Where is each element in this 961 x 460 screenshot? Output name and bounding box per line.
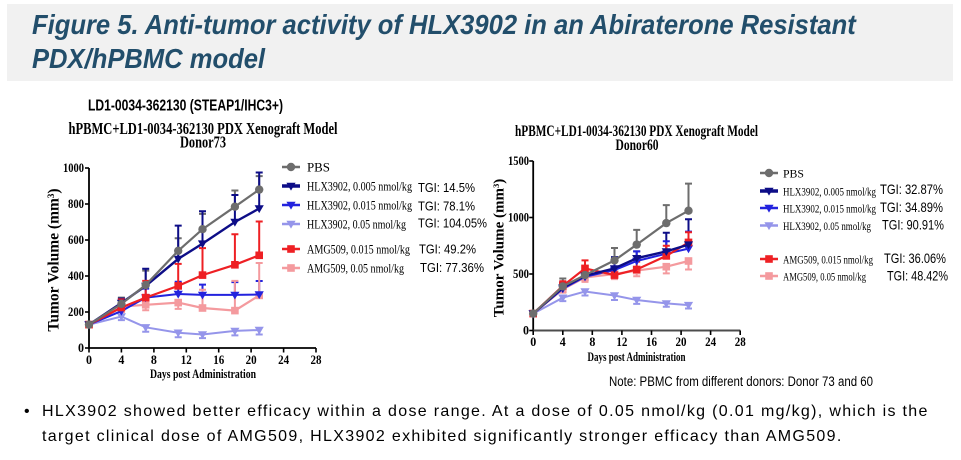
svg-text:16: 16	[646, 335, 657, 349]
svg-text:1000: 1000	[508, 211, 529, 225]
svg-text:0: 0	[523, 324, 529, 338]
svg-text:4: 4	[560, 335, 567, 349]
svg-text:4: 4	[118, 353, 125, 367]
svg-text:Days post Administration: Days post Administration	[150, 367, 256, 381]
svg-text:AMG509, 0.05 nmol/kg: AMG509, 0.05 nmol/kg	[307, 260, 404, 275]
svg-text:TGI: 77.36%: TGI: 77.36%	[420, 260, 484, 275]
svg-text:PBS: PBS	[307, 159, 330, 174]
svg-text:600: 600	[68, 233, 84, 247]
svg-text:1000: 1000	[63, 161, 84, 175]
svg-text:0: 0	[78, 341, 84, 355]
svg-text:TGI: 49.2%: TGI: 49.2%	[419, 242, 476, 257]
svg-text:12: 12	[181, 353, 192, 367]
svg-text:16: 16	[213, 353, 224, 367]
svg-text:20: 20	[246, 353, 257, 367]
svg-text:Days post Administration: Days post Administration	[588, 350, 686, 364]
svg-text:TGI: 48.42%: TGI: 48.42%	[887, 269, 948, 284]
svg-text:800: 800	[68, 197, 84, 211]
svg-text:TGI: 36.06%: TGI: 36.06%	[884, 251, 946, 266]
svg-text:Tumor Volume (mm3): Tumor Volume (mm3)	[491, 179, 508, 317]
svg-text:TGI: 32.87%: TGI: 32.87%	[880, 182, 943, 197]
svg-text:hPBMC+LD1-0034-362130 PDX Xeno: hPBMC+LD1-0034-362130 PDX Xenograft Mode…	[69, 119, 338, 138]
svg-text:0: 0	[530, 335, 536, 349]
svg-text:AMG509, 0.015 nmol/kg: AMG509, 0.015 nmol/kg	[307, 241, 410, 256]
svg-text:HLX3902, 0.05 nmol/kg: HLX3902, 0.05 nmol/kg	[783, 219, 871, 233]
svg-text:24: 24	[705, 335, 717, 349]
svg-text:28: 28	[310, 353, 321, 367]
svg-text:TGI: 90.91%: TGI: 90.91%	[882, 218, 944, 233]
svg-text:hPBMC+LD1-0034-362130 PDX Xeno: hPBMC+LD1-0034-362130 PDX Xenograft Mode…	[515, 123, 758, 140]
svg-text:HLX3902, 0.015 nmol/kg: HLX3902, 0.015 nmol/kg	[307, 197, 412, 212]
svg-text:Donor60: Donor60	[616, 137, 659, 154]
svg-text:12: 12	[616, 335, 627, 349]
svg-text:Note: PBMC from different dono: Note: PBMC from different donors: Donor …	[609, 374, 873, 389]
svg-text:HLX3902, 0.005 nmol/kg: HLX3902, 0.005 nmol/kg	[783, 184, 876, 198]
svg-text:HLX3902, 0.005 nmol/kg: HLX3902, 0.005 nmol/kg	[307, 178, 412, 193]
svg-text:TGI: 78.1%: TGI: 78.1%	[418, 199, 475, 214]
svg-text:HLX3902, 0.05 nmol/kg: HLX3902, 0.05 nmol/kg	[307, 216, 406, 231]
svg-text:Tumor Volume (mm3): Tumor Volume (mm3)	[46, 188, 63, 331]
svg-text:500: 500	[513, 267, 529, 281]
svg-text:20: 20	[676, 335, 687, 349]
svg-text:8: 8	[151, 353, 157, 367]
svg-text:PBS: PBS	[783, 166, 804, 180]
svg-text:AMG509, 0.015 nmol/kg: AMG509, 0.015 nmol/kg	[783, 252, 873, 266]
svg-text:Donor73: Donor73	[180, 133, 226, 152]
svg-text:24: 24	[278, 353, 290, 367]
svg-text:1500: 1500	[508, 154, 529, 168]
svg-text:HLX3902, 0.015 nmol/kg: HLX3902, 0.015 nmol/kg	[783, 201, 876, 215]
svg-text:AMG509, 0.05 nmol/kg: AMG509, 0.05 nmol/kg	[783, 269, 866, 283]
svg-text:TGI: 14.5%: TGI: 14.5%	[418, 180, 475, 195]
svg-text:200: 200	[68, 305, 84, 319]
svg-text:TGI: 104.05%: TGI: 104.05%	[418, 216, 487, 231]
svg-text:400: 400	[68, 269, 84, 283]
svg-text:0: 0	[86, 353, 92, 367]
svg-text:LD1-0034-362130 (STEAP1/IHC3+): LD1-0034-362130 (STEAP1/IHC3+)	[88, 98, 283, 115]
svg-text:28: 28	[735, 335, 746, 349]
svg-text:TGI: 34.89%: TGI: 34.89%	[880, 200, 943, 215]
svg-text:8: 8	[589, 335, 595, 349]
